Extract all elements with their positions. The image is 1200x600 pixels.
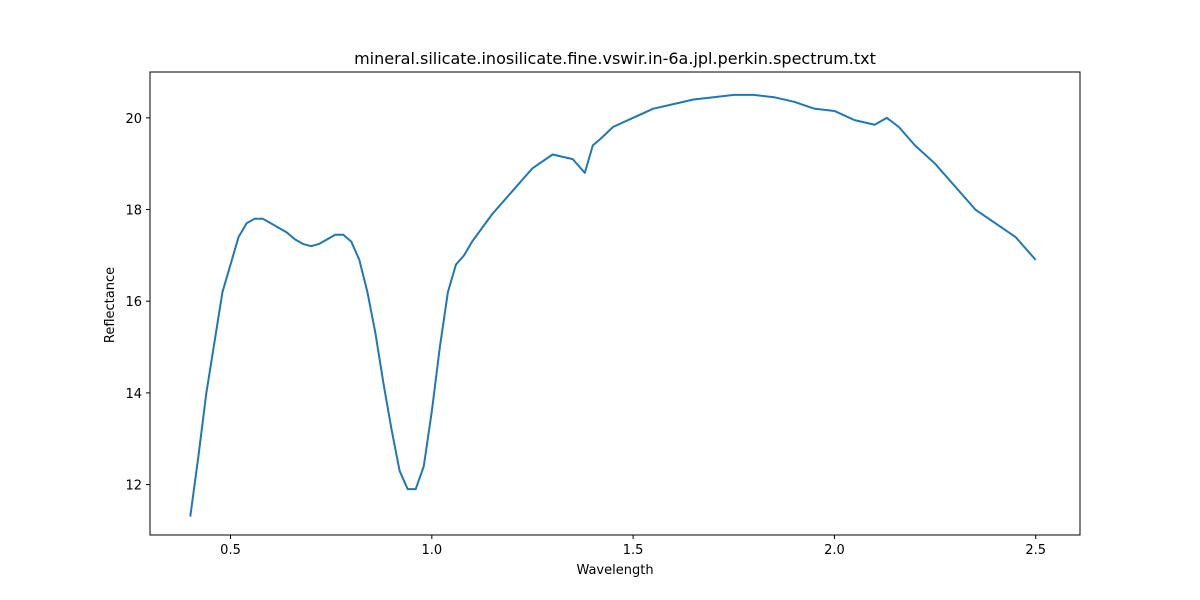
chart-title: mineral.silicate.inosilicate.fine.vswir.… (354, 49, 876, 68)
x-tick-label: 2.5 (1025, 543, 1046, 558)
plot-frame (149, 71, 1081, 536)
y-tick-label: 18 (125, 204, 142, 219)
x-axis-label: Wavelength (576, 563, 653, 578)
x-tick-label: 0.5 (220, 543, 241, 558)
y-axis-label: Reflectance (103, 267, 118, 343)
x-tick-label: 1.0 (421, 543, 442, 558)
x-tick-label: 2.0 (824, 543, 845, 558)
y-tick-label: 14 (125, 387, 142, 402)
y-tick-label: 12 (125, 479, 142, 494)
y-tick-label: 20 (125, 112, 142, 127)
y-tick-label: 16 (125, 295, 142, 310)
series-line-0 (189, 93, 1037, 517)
x-tick-label: 1.5 (623, 543, 644, 558)
plot-area: 0.5 1.0 1.5 2.0 2.5 12 14 16 18 20 (125, 71, 1081, 558)
